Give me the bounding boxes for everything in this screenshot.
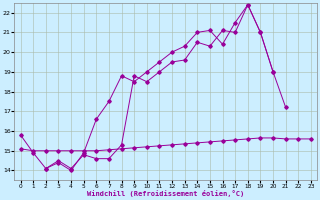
- X-axis label: Windchill (Refroidissement éolien,°C): Windchill (Refroidissement éolien,°C): [87, 190, 244, 197]
